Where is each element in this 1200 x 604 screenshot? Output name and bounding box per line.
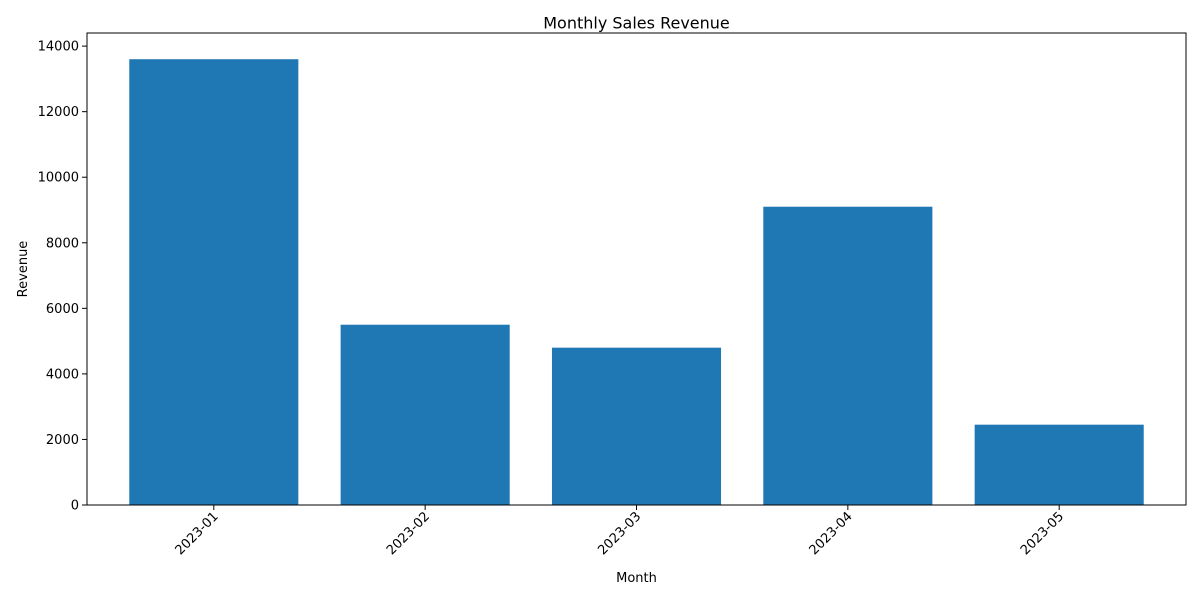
x-tick-label: 2023-04 (807, 509, 856, 558)
y-tick-label: 8000 (46, 236, 79, 251)
y-axis-ticks: 0 2000 4000 6000 8000 10000 12000 14000 (38, 40, 87, 514)
y-tick-label: 0 (71, 499, 79, 514)
bar-2023-05 (974, 424, 1144, 505)
x-tick-label: 2023-05 (1018, 509, 1067, 558)
bars-layer (129, 59, 1144, 505)
x-axis-ticks: 2023-01 2023-02 2023-03 2023-04 2023-05 (173, 505, 1067, 558)
x-axis-label: Month (616, 571, 657, 586)
bar-2023-02 (340, 324, 510, 505)
bar-2023-03 (551, 347, 722, 505)
bar-2023-01 (129, 59, 299, 505)
bar-2023-04 (763, 206, 933, 505)
y-tick-label: 10000 (38, 171, 79, 186)
y-tick-label: 12000 (38, 105, 79, 120)
x-tick-label: 2023-02 (384, 509, 433, 558)
y-tick-label: 2000 (46, 433, 79, 448)
y-tick-label: 6000 (46, 302, 79, 317)
chart-title: Monthly Sales Revenue (543, 14, 730, 33)
plot-frame (86, 32, 1187, 506)
y-tick-label: 4000 (46, 367, 79, 382)
y-tick-label: 14000 (38, 40, 79, 55)
y-axis-label: Revenue (16, 241, 31, 298)
x-tick-label: 2023-01 (173, 509, 222, 558)
x-tick-label: 2023-03 (595, 509, 644, 558)
